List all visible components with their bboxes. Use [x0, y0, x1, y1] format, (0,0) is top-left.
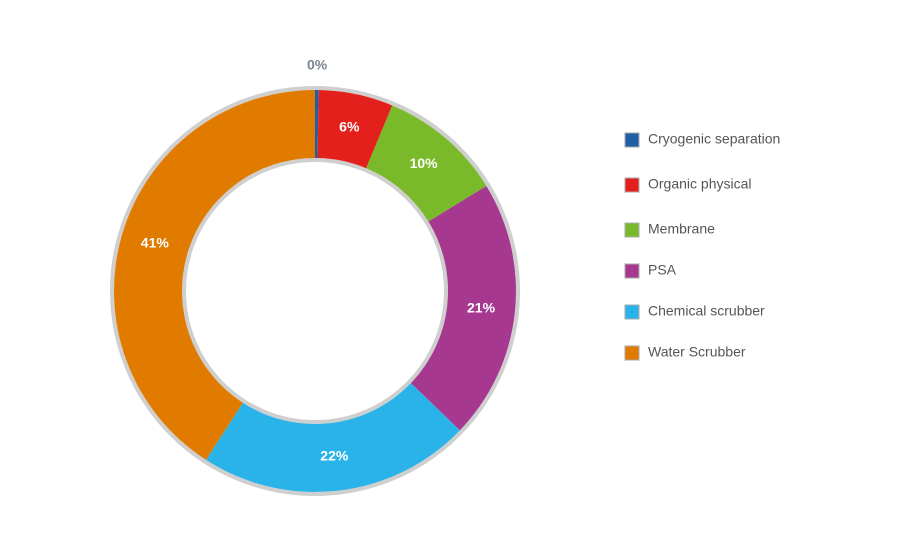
legend-label: PSA — [648, 262, 677, 278]
legend-swatch — [624, 345, 640, 361]
slice — [366, 105, 487, 222]
legend-label: Membrane — [648, 221, 715, 237]
legend-label: Organic physical — [648, 176, 752, 192]
legend-swatch — [624, 304, 640, 320]
data-label: 41% — [141, 234, 170, 250]
slice — [317, 90, 393, 169]
legend-label: Cryogenic separation — [648, 131, 780, 147]
legend-label: Water Scrubber — [648, 344, 746, 360]
slice — [205, 383, 460, 492]
legend-swatch — [624, 177, 640, 193]
data-label: 22% — [320, 448, 349, 464]
legend-label: Chemical scrubber — [648, 303, 765, 319]
legend-swatch — [624, 132, 640, 148]
slice — [315, 90, 319, 159]
data-label: 6% — [339, 118, 360, 134]
legend-swatch — [624, 263, 640, 279]
legend-swatch — [624, 222, 640, 238]
ring-outline — [182, 158, 448, 424]
ring-outline — [110, 86, 520, 496]
data-label: 0% — [307, 57, 328, 73]
slice — [113, 90, 316, 460]
data-label: 21% — [467, 300, 496, 316]
data-label: 10% — [410, 155, 439, 171]
slice — [410, 185, 516, 431]
